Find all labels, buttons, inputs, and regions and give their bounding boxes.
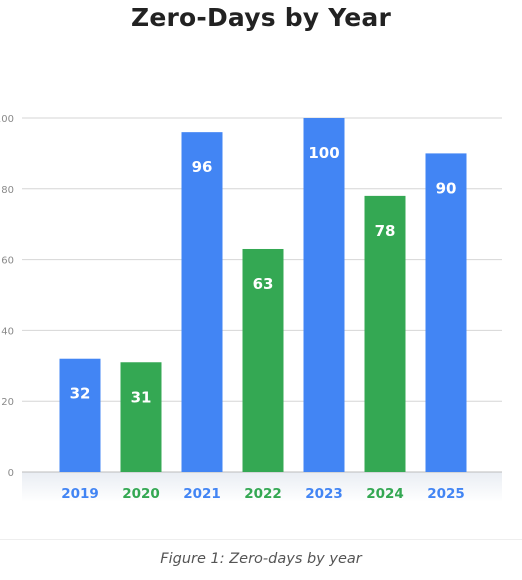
data-label: 100 [308,144,339,162]
bar-2025 [425,153,467,472]
x-tick-label: 2020 [122,486,160,502]
bar-2023 [303,118,345,472]
x-tick-label: 2019 [61,486,99,502]
x-tick-label: 2022 [244,486,282,502]
bar-chart: 0 20 40 60 80 100 32 31 96 63 100 78 90 2019 2020 202… [0,114,502,502]
bars [59,118,467,472]
y-tick-label: 0 [8,468,14,479]
bar-2020 [120,362,162,472]
x-tick-label: 2023 [305,486,343,502]
data-label: 90 [436,179,457,197]
x-axis-band [22,472,502,502]
figure-caption: Figure 1: Zero-days by year [160,551,362,567]
data-label: 32 [70,385,91,403]
chart-title: Zero-Days by Year [131,3,391,32]
bar-2019 [59,358,101,472]
data-label: 31 [131,388,152,406]
y-tick-label: 80 [1,185,14,196]
data-label: 63 [253,275,274,293]
x-tick-label: 2025 [427,486,465,502]
y-tick-label: 100 [0,114,14,125]
bar-2022 [242,248,284,472]
y-tick-label: 40 [1,326,14,337]
data-label: 96 [192,158,213,176]
x-tick-label: 2021 [183,486,221,502]
x-tick-labels: 2019 2020 2021 2022 2023 2024 2025 [61,486,465,502]
y-tick-label: 20 [1,397,14,408]
caption-divider [0,539,522,540]
y-tick-labels: 0 20 40 60 80 100 [0,114,14,479]
y-tick-label: 60 [1,256,14,267]
bar-2024 [364,195,406,472]
data-label: 78 [375,222,396,240]
data-labels: 32 31 96 63 100 78 90 [70,144,457,406]
bar-2021 [181,132,223,472]
x-tick-label: 2024 [366,486,404,502]
